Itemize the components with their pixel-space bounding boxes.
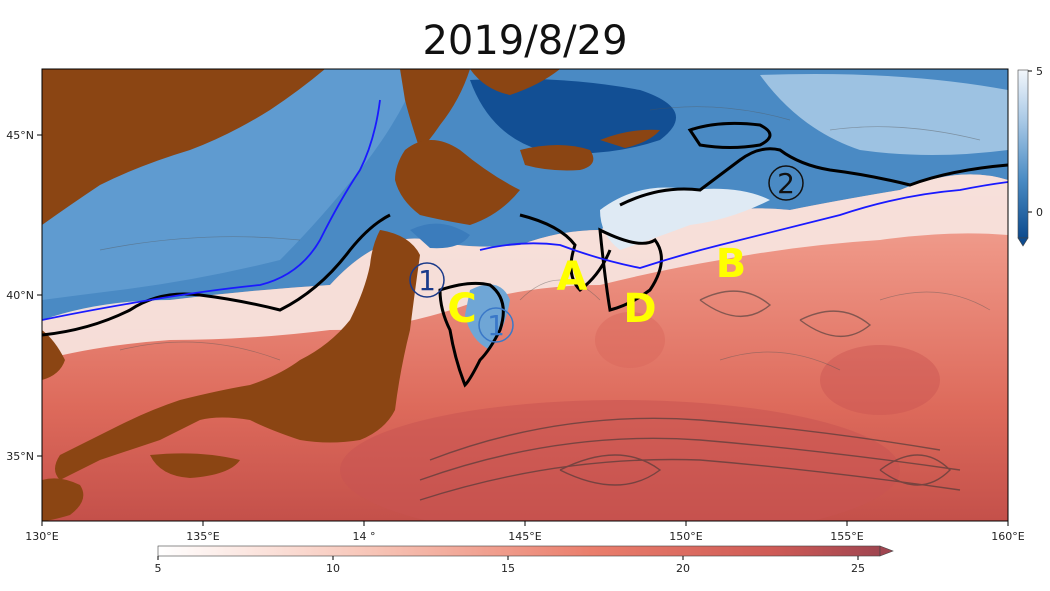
marker-c: C xyxy=(447,286,476,332)
circled-1-dark: 1 xyxy=(409,262,445,298)
circled-label: 1 xyxy=(487,309,505,342)
lon-tick: 150°E xyxy=(669,530,702,543)
colorbar-right-tick: 0 xyxy=(1036,206,1043,219)
streamlines xyxy=(419,290,961,501)
warm-core xyxy=(340,400,900,521)
front-line-blue xyxy=(42,99,1008,321)
thermal-fronts xyxy=(42,121,1008,388)
transition-zone xyxy=(42,174,1008,360)
circled-1-light: 1 xyxy=(478,307,514,343)
streamlines-thin xyxy=(99,106,991,371)
lon-tick: 160°E xyxy=(991,530,1024,543)
circled-label: 2 xyxy=(777,167,795,200)
map-title: 2019/8/29 xyxy=(422,18,628,64)
map-area xyxy=(42,69,1008,521)
warm-eddy-d xyxy=(595,312,665,368)
marker-b: B xyxy=(716,241,747,287)
marker-d: D xyxy=(623,286,656,332)
cold-tsugaru xyxy=(410,223,470,249)
colorbar-bottom-tick: 20 xyxy=(676,562,690,575)
circled-label: 1 xyxy=(418,264,436,297)
lon-tick: 14 ° xyxy=(353,530,376,543)
warm-eddy xyxy=(820,345,940,415)
colorbar-bottom-tick: 5 xyxy=(155,562,162,575)
colorbar-bottom-tick: 25 xyxy=(851,562,865,575)
lon-tick: 130°E xyxy=(25,530,58,543)
land xyxy=(42,69,660,521)
lon-tick: 135°E xyxy=(186,530,219,543)
colorbar-right-tick: 5 xyxy=(1036,65,1043,78)
cold-pocket-d xyxy=(600,187,770,250)
colorbar-right: 5 0 xyxy=(1017,65,1043,247)
circled-2: 2 xyxy=(768,165,804,201)
lon-tick: 155°E xyxy=(830,530,863,543)
cold-east xyxy=(760,74,1008,155)
lat-axis: 45°N 40°N 35°N xyxy=(6,129,42,463)
colorbar-bottom-tick: 15 xyxy=(501,562,515,575)
marker-a: A xyxy=(557,254,588,300)
colorbar-bottom-tick: 10 xyxy=(326,562,340,575)
lon-tick: 145°E xyxy=(508,530,541,543)
colorbar-bottom: 5 10 15 20 25 xyxy=(155,545,894,575)
lat-tick: 40°N xyxy=(6,289,34,302)
lon-axis: 130°E 135°E 14 ° 145°E 150°E 155°E 160°E xyxy=(25,521,1025,543)
lat-tick: 35°N xyxy=(6,450,34,463)
lat-tick: 45°N xyxy=(6,129,34,142)
